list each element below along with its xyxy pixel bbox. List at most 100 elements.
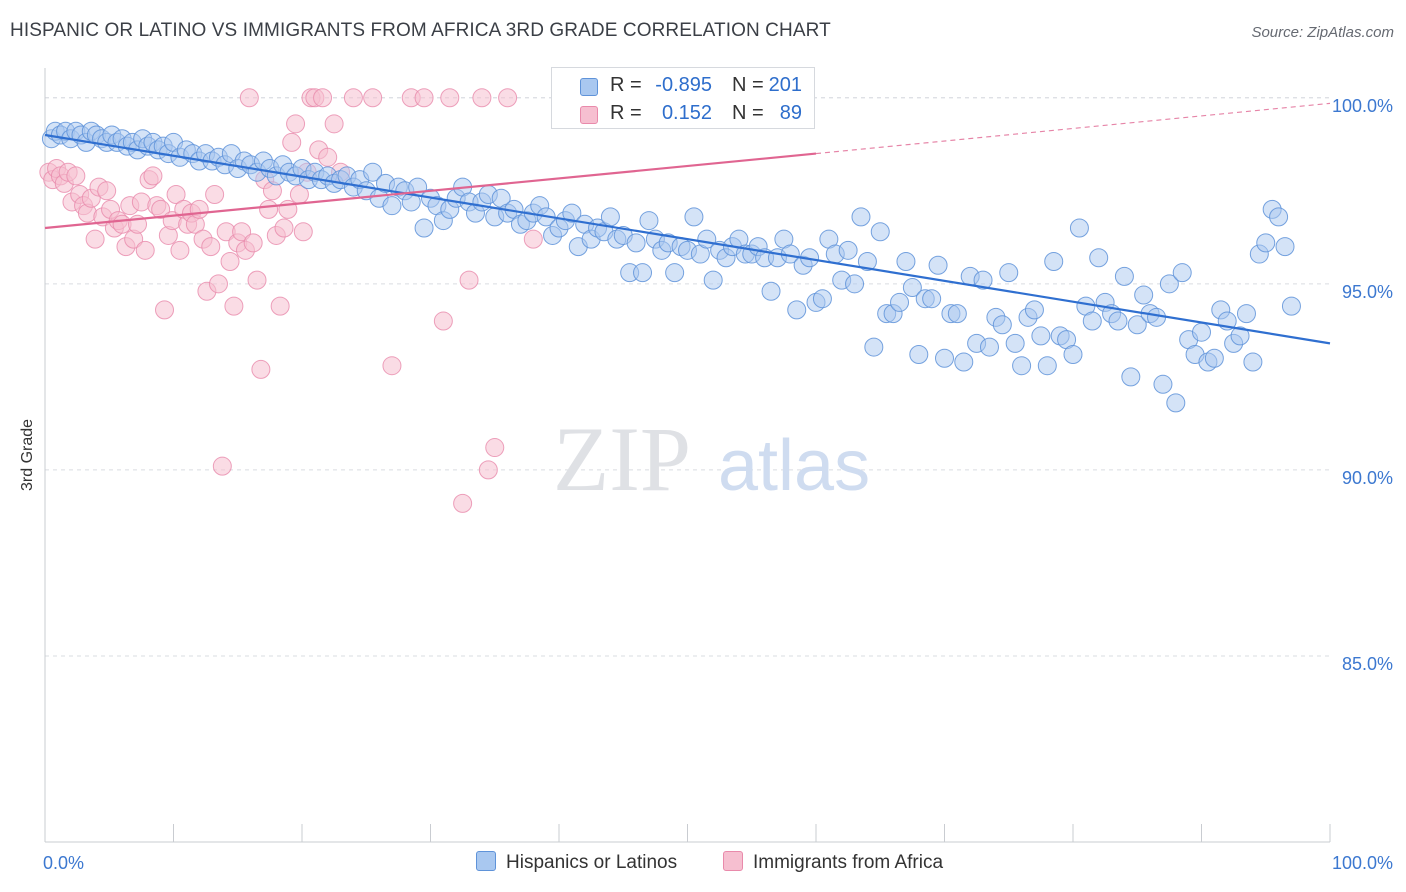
data-point-hispanics-or-latinos bbox=[851, 207, 871, 227]
data-point-hispanics-or-latinos bbox=[973, 270, 993, 290]
chart-title: HISPANIC OR LATINO VS IMMIGRANTS FROM AF… bbox=[10, 20, 831, 41]
data-point-hispanics-or-latinos bbox=[1192, 322, 1211, 342]
data-point-hispanics-or-latinos bbox=[838, 240, 858, 260]
data-point-immigrants-from-africa bbox=[243, 233, 263, 253]
y-tick-label: 95.0% bbox=[1342, 282, 1393, 302]
trend-line-hispanics bbox=[44, 133, 1331, 345]
data-point-hispanics-or-latinos bbox=[896, 252, 916, 271]
data-point-immigrants-from-africa bbox=[453, 493, 473, 513]
data-point-hispanics-or-latinos bbox=[639, 211, 659, 231]
y-tick-label: 90.0% bbox=[1342, 468, 1393, 488]
data-point-hispanics-or-latinos bbox=[1108, 311, 1128, 331]
legend-label: Hispanics or Latinos bbox=[506, 852, 678, 873]
data-point-hispanics-or-latinos bbox=[787, 300, 807, 320]
data-point-hispanics-or-latinos bbox=[979, 337, 999, 357]
data-point-immigrants-from-africa bbox=[85, 229, 105, 249]
data-point-hispanics-or-latinos bbox=[1269, 207, 1289, 227]
data-point-immigrants-from-africa bbox=[205, 185, 225, 205]
data-point-hispanics-or-latinos bbox=[761, 281, 781, 301]
data-point-immigrants-from-africa bbox=[523, 229, 543, 249]
stats-swatch-blue bbox=[580, 78, 598, 96]
legend-swatch-pink bbox=[723, 851, 743, 871]
data-point-hispanics-or-latinos bbox=[1063, 345, 1083, 365]
data-point-hispanics-or-latinos bbox=[909, 345, 929, 365]
data-point-hispanics-or-latinos bbox=[864, 337, 884, 357]
data-point-hispanics-or-latinos bbox=[703, 270, 723, 290]
data-point-hispanics-or-latinos bbox=[1044, 252, 1064, 271]
data-point-hispanics-or-latinos bbox=[1281, 296, 1301, 316]
trend-lines bbox=[44, 102, 1331, 345]
r-value: 0.152 bbox=[661, 102, 712, 124]
data-point-hispanics-or-latinos bbox=[1230, 326, 1250, 346]
data-point-hispanics-or-latinos bbox=[1153, 374, 1173, 394]
data-point-hispanics-or-latinos bbox=[1134, 285, 1154, 305]
data-point-hispanics-or-latinos bbox=[600, 207, 620, 227]
data-point-immigrants-from-africa bbox=[270, 296, 290, 316]
data-point-immigrants-from-africa bbox=[313, 88, 333, 108]
n-value: 201 bbox=[768, 74, 802, 96]
data-point-immigrants-from-africa bbox=[382, 356, 402, 376]
data-point-hispanics-or-latinos bbox=[954, 352, 974, 372]
data-point-hispanics-or-latinos bbox=[922, 289, 942, 309]
data-point-hispanics-or-latinos bbox=[1114, 266, 1134, 286]
data-point-immigrants-from-africa bbox=[343, 88, 363, 108]
data-point-hispanics-or-latinos bbox=[1031, 326, 1051, 346]
n-label: N = bbox=[732, 102, 764, 124]
stats-row-hispanics: R = -0.895 N = 201 bbox=[552, 72, 814, 100]
data-point-hispanics-or-latinos bbox=[845, 274, 865, 294]
axes bbox=[44, 68, 1331, 843]
data-point-immigrants-from-africa bbox=[282, 132, 302, 152]
data-point-immigrants-from-africa bbox=[143, 166, 163, 186]
data-point-hispanics-or-latinos bbox=[870, 222, 890, 242]
data-point-immigrants-from-africa bbox=[293, 222, 313, 242]
n-label: N = bbox=[732, 74, 764, 96]
r-label: R = bbox=[610, 74, 642, 96]
data-point-immigrants-from-africa bbox=[251, 359, 271, 379]
data-point-immigrants-from-africa bbox=[433, 311, 453, 331]
data-point-hispanics-or-latinos bbox=[1121, 367, 1141, 387]
data-point-immigrants-from-africa bbox=[224, 296, 244, 316]
n-value: 89 bbox=[779, 102, 802, 124]
y-axis-label: 3rd Grade bbox=[19, 418, 36, 491]
data-point-immigrants-from-africa bbox=[363, 88, 383, 108]
stats-box: R = -0.895 N = 201 R = 0.152 N = 89 bbox=[551, 67, 815, 129]
x-tick-label-end: 100.0% bbox=[1332, 853, 1393, 873]
data-point-hispanics-or-latinos bbox=[947, 304, 967, 324]
stats-row-africa: R = 0.152 N = 89 bbox=[552, 100, 814, 128]
trend-line-africa bbox=[44, 152, 817, 230]
data-point-hispanics-or-latinos bbox=[1082, 311, 1102, 331]
data-point-hispanics-or-latinos bbox=[1172, 263, 1192, 283]
data-point-hispanics-or-latinos bbox=[1275, 237, 1295, 257]
data-point-hispanics-or-latinos bbox=[1166, 393, 1186, 413]
data-point-immigrants-from-africa bbox=[274, 218, 294, 238]
data-point-immigrants-from-africa bbox=[286, 114, 306, 134]
data-point-immigrants-from-africa bbox=[232, 222, 252, 242]
series-immigrants-from-africa bbox=[39, 88, 543, 513]
trend-line-africa-extension bbox=[815, 102, 1331, 155]
data-point-immigrants-from-africa bbox=[155, 300, 175, 320]
data-point-immigrants-from-africa bbox=[498, 88, 518, 108]
legend-item-africa: Immigrants from Africa bbox=[723, 851, 943, 874]
tick-labels: 100.0% 95.0% 90.0% 85.0% 0.0% 100.0% bbox=[43, 96, 1393, 873]
data-point-immigrants-from-africa bbox=[170, 240, 190, 260]
data-point-hispanics-or-latinos bbox=[1204, 348, 1224, 368]
data-point-hispanics-or-latinos bbox=[1236, 304, 1256, 324]
data-point-immigrants-from-africa bbox=[201, 237, 221, 257]
data-point-immigrants-from-africa bbox=[135, 240, 155, 260]
data-point-immigrants-from-africa bbox=[247, 270, 267, 290]
data-point-hispanics-or-latinos bbox=[414, 218, 434, 238]
data-point-hispanics-or-latinos bbox=[999, 263, 1019, 283]
watermark-zip: ZIP bbox=[553, 408, 691, 510]
data-point-hispanics-or-latinos bbox=[992, 315, 1012, 335]
stats-swatch-pink bbox=[580, 106, 598, 124]
data-point-hispanics-or-latinos bbox=[382, 196, 402, 216]
data-point-hispanics-or-latinos bbox=[633, 263, 653, 283]
data-point-hispanics-or-latinos bbox=[1089, 248, 1109, 268]
data-point-hispanics-or-latinos bbox=[665, 263, 685, 283]
data-point-immigrants-from-africa bbox=[440, 88, 460, 108]
data-point-hispanics-or-latinos bbox=[812, 289, 832, 309]
data-point-hispanics-or-latinos bbox=[890, 292, 910, 312]
data-point-hispanics-or-latinos bbox=[1069, 218, 1089, 238]
data-point-hispanics-or-latinos bbox=[1159, 274, 1179, 294]
